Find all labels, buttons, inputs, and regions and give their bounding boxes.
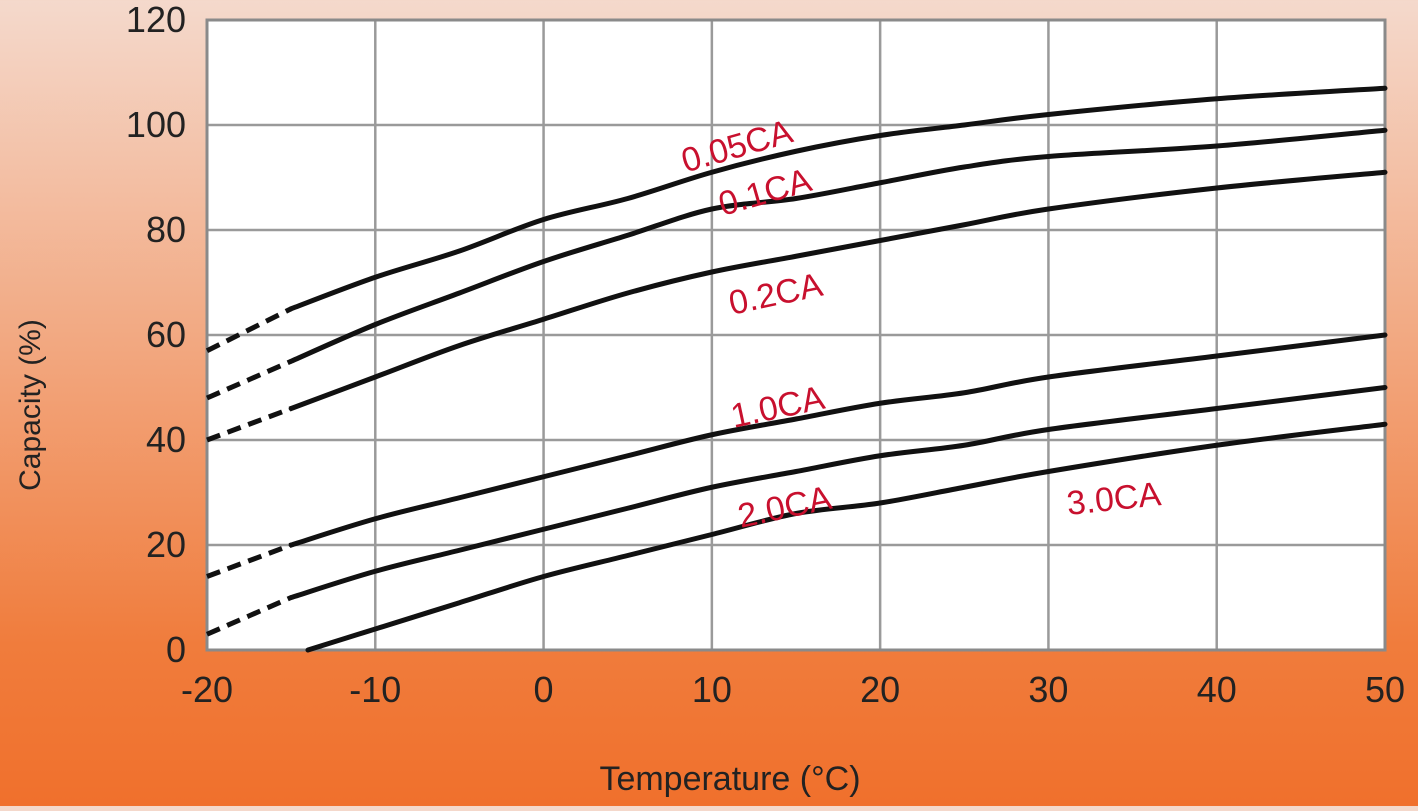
tick-labels: -20 -10 0 10 20 30 40 50 0 20 40 60 80 100 120: [126, 0, 1405, 710]
x-tick-label: 40: [1197, 669, 1237, 710]
grid: [205, 18, 1387, 652]
x-tick-label: 10: [692, 669, 732, 710]
series-line: [288, 169, 1388, 411]
x-tick-label: 30: [1028, 669, 1068, 710]
series-line: [305, 421, 1388, 653]
x-axis-label: Temperature (°C): [599, 760, 860, 798]
x-tick-label: -20: [181, 669, 233, 710]
series-line: [288, 127, 1388, 364]
series-line-dashed: [205, 306, 293, 353]
y-tick-label: 80: [146, 209, 186, 250]
series-line-dashed: [205, 595, 293, 637]
x-tick-label: -10: [349, 669, 401, 710]
series-line: [288, 85, 1388, 312]
y-tick-label: 120: [126, 0, 186, 40]
series-line-dashed: [206, 542, 293, 579]
x-tick-label: 50: [1365, 669, 1405, 710]
x-tick-label: 0: [534, 669, 554, 710]
y-tick-label: 60: [146, 314, 186, 355]
series-line: [288, 332, 1388, 548]
y-tick-label: 100: [126, 104, 186, 145]
y-tick-label: 0: [166, 629, 186, 670]
series-line-dashed: [205, 358, 293, 401]
series-layer: [205, 85, 1388, 653]
series-line: [288, 385, 1388, 600]
x-tick-label: 20: [860, 669, 900, 710]
y-tick-label: 20: [146, 524, 186, 565]
series-line-dashed: [206, 406, 293, 443]
y-tick-label: 40: [146, 419, 186, 460]
y-axis-label: Capacity (%): [14, 319, 47, 491]
